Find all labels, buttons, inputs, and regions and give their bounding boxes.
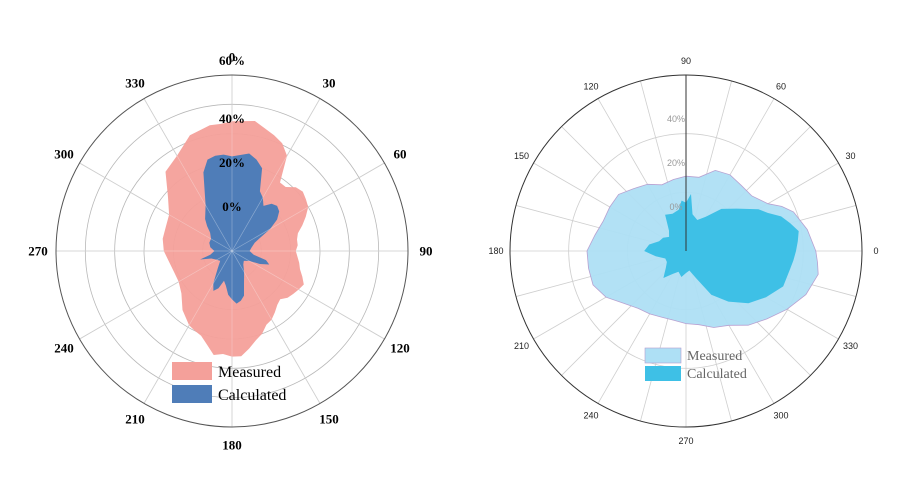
polar-outer-ring — [55, 74, 409, 428]
polar-chart-right: 0 30 60 90 120 150 180 210 240 270 300 330 0% 20% 40% M… — [488, 56, 878, 446]
grid-spoke-overlay — [231, 250, 321, 404]
grid-spoke-overlay — [143, 250, 233, 404]
legend-swatch-calculated — [645, 366, 681, 381]
angular-tick-label: 270 — [28, 244, 48, 259]
angular-tick-label: 0 — [873, 246, 878, 256]
angular-tick-label: 330 — [843, 341, 858, 351]
angular-tick-label: 180 — [488, 246, 503, 256]
angular-tick-label: 210 — [125, 412, 145, 427]
angular-tick-label: 60 — [394, 147, 407, 162]
radial-tick-label: 20% — [219, 155, 245, 170]
legend-label: Measured — [687, 349, 742, 364]
angular-tick-label: 30 — [845, 151, 855, 161]
angular-tick-label: 240 — [583, 411, 598, 421]
angular-tick-label: 180 — [222, 438, 242, 453]
angular-tick-label: 120 — [390, 341, 410, 356]
angular-tick-label: 0 — [229, 50, 236, 65]
angular-tick-label: 90 — [420, 244, 433, 259]
angular-tick-label: 120 — [583, 82, 598, 92]
angular-tick-label: 150 — [514, 151, 529, 161]
legend: Measured Calculated — [644, 347, 747, 382]
radial-tick-label: 60% — [219, 53, 245, 68]
angular-tick-label: 300 — [54, 147, 74, 162]
angular-tick-label: 240 — [54, 341, 74, 356]
legend-label: Calculated — [218, 387, 286, 404]
angular-tick-label: 60 — [776, 82, 786, 92]
angular-tick-label: 270 — [678, 436, 693, 446]
grid-spoke-overlay — [231, 250, 385, 340]
legend-swatch-calculated — [172, 385, 212, 403]
grid-spoke-overlay — [143, 98, 233, 252]
grid-spoke-overlay — [79, 162, 233, 252]
legend-label: Calculated — [687, 367, 747, 382]
grid-spoke-overlay — [231, 98, 321, 252]
radial-tick-label: 20% — [667, 158, 685, 168]
series-area-calculated — [200, 153, 280, 304]
radial-tick-label: 40% — [667, 114, 685, 124]
legend: Measured Calculated — [172, 362, 286, 404]
legend-swatch-measured — [644, 347, 682, 364]
grid-spoke-overlay — [231, 162, 385, 252]
angular-tick-label: 90 — [681, 56, 691, 66]
polar-chart-left: 0 30 60 90 120 150 180 210 240 270 300 330 0% 20% 40% 6… — [28, 50, 432, 453]
radial-tick-label: 40% — [219, 111, 245, 126]
angular-tick-label: 300 — [773, 411, 788, 421]
radial-tick-label: 0% — [669, 202, 682, 212]
series-area-calculated — [644, 194, 799, 304]
angular-tick-label: 330 — [125, 76, 145, 91]
legend-label: Measured — [218, 364, 281, 381]
grid-spoke-overlay — [79, 250, 233, 340]
angular-tick-label: 150 — [319, 412, 339, 427]
angular-tick-label: 210 — [514, 341, 529, 351]
radial-tick-label: 0% — [222, 199, 242, 214]
legend-swatch-measured — [172, 362, 212, 380]
angular-tick-label: 30 — [323, 76, 336, 91]
